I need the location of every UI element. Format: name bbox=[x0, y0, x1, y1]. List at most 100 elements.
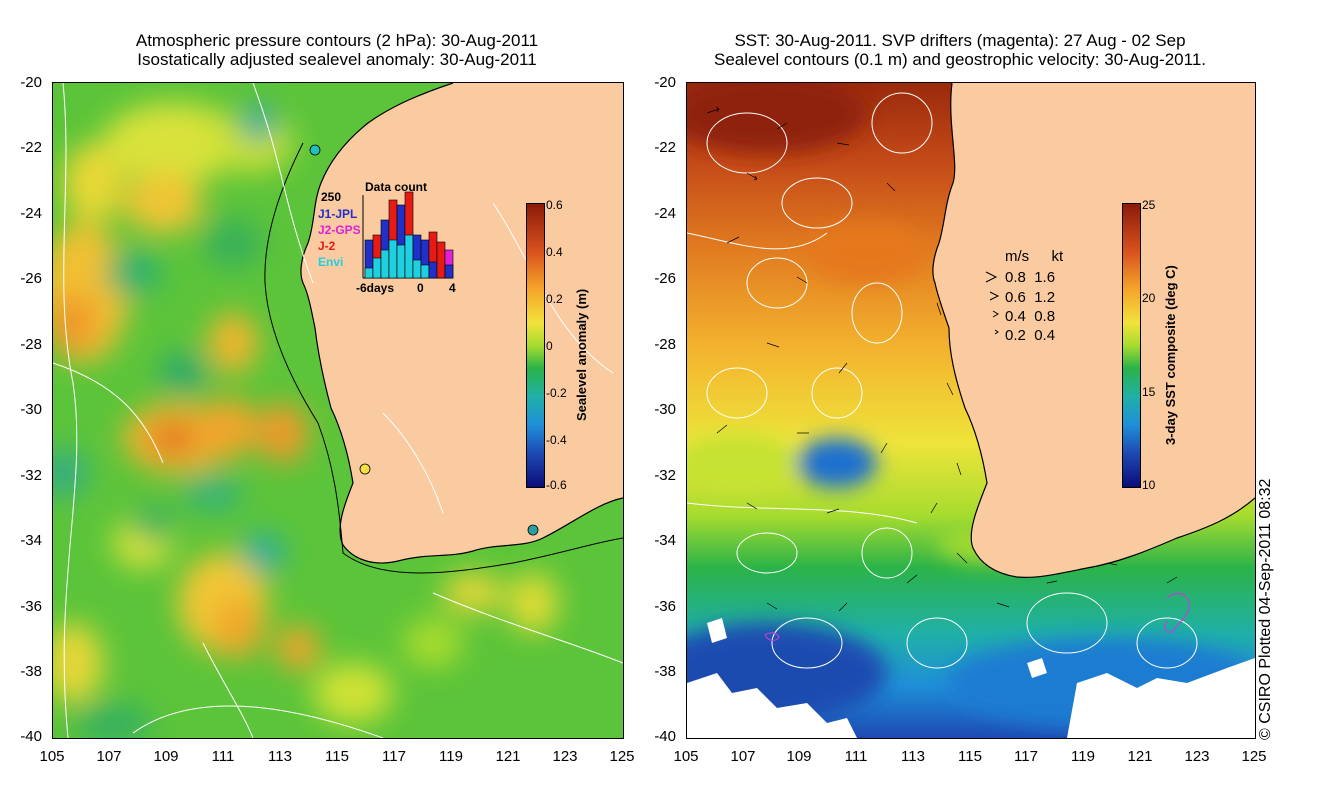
x-tick: 109 bbox=[153, 748, 179, 765]
y-tick: -20 bbox=[654, 74, 676, 91]
y-tick: -26 bbox=[654, 270, 676, 287]
inset-title: Data count bbox=[365, 180, 428, 194]
inset-series-2: J-2 bbox=[318, 239, 336, 253]
sst-cb-tick: 20 bbox=[1142, 291, 1156, 305]
velocity-legend-header: m/s kt bbox=[1005, 248, 1063, 265]
y-tick: -28 bbox=[20, 336, 42, 353]
velocity-row: 0.6 1.2 bbox=[1005, 289, 1055, 306]
y-tick: -38 bbox=[20, 663, 42, 680]
velocity-row-kt: 0.8 bbox=[1034, 308, 1056, 325]
y-tick: -34 bbox=[654, 532, 676, 549]
y-tick: -30 bbox=[20, 401, 42, 418]
y-tick: -20 bbox=[20, 74, 42, 91]
velocity-row-kt: 0.4 bbox=[1034, 327, 1056, 344]
inset-series-1: J2-GPS bbox=[318, 223, 361, 237]
sst-cb-tick: 25 bbox=[1142, 198, 1156, 212]
cloud-patches bbox=[687, 618, 1255, 738]
x-tick: 107 bbox=[96, 748, 122, 765]
y-tick: -34 bbox=[20, 532, 42, 549]
sealevel-colorbar bbox=[526, 203, 545, 488]
velocity-legend-ms: m/s bbox=[1005, 248, 1030, 265]
velocity-legend-kt: kt bbox=[1051, 248, 1064, 265]
sealevel-cb-tick: 0.2 bbox=[546, 292, 563, 306]
x-tick: 115 bbox=[325, 748, 349, 765]
x-tick: 105 bbox=[673, 748, 699, 765]
y-tick: -32 bbox=[654, 467, 676, 484]
sealevel-cb-tick: -0.6 bbox=[546, 478, 567, 492]
x-tick: 107 bbox=[730, 748, 756, 765]
left-title-line1: Atmospheric pressure contours (2 hPa): 3… bbox=[135, 31, 539, 50]
sst-cb-label: 3-day SST composite (deg C) bbox=[1163, 265, 1178, 445]
sealevel-cb-tick: -0.4 bbox=[546, 433, 567, 447]
sst-map-svg bbox=[687, 83, 1255, 738]
x-tick: 113 bbox=[901, 748, 925, 765]
x-tick: 111 bbox=[844, 748, 868, 765]
x-tick: 123 bbox=[1184, 748, 1210, 765]
x-tick: 121 bbox=[1127, 748, 1153, 765]
y-tick: -40 bbox=[654, 728, 676, 745]
x-tick: 115 bbox=[958, 748, 982, 765]
y-tick: -26 bbox=[20, 270, 42, 287]
x-tick: 125 bbox=[609, 748, 635, 765]
velocity-row: 0.2 0.4 bbox=[1005, 327, 1055, 344]
sealevel-cb-tick: 0 bbox=[546, 339, 553, 353]
x-tick: 121 bbox=[495, 748, 521, 765]
right-title-line1: SST: 30-Aug-2011. SVP drifters (magenta)… bbox=[734, 31, 1186, 50]
inset-bars bbox=[362, 191, 454, 279]
x-tick: 113 bbox=[268, 748, 292, 765]
x-tick: 109 bbox=[786, 748, 812, 765]
sealevel-cb-tick: -0.2 bbox=[546, 386, 567, 400]
velocity-row: 0.8 1.6 bbox=[1005, 269, 1055, 286]
sealevel-cb-tick: 0.6 bbox=[546, 198, 563, 212]
data-count-inset: Data count 250 J1-JPL J2-GPS J-2 Envi - bbox=[318, 180, 478, 300]
x-tick: 117 bbox=[1014, 748, 1038, 765]
velocity-row-kt: 1.2 bbox=[1034, 289, 1056, 306]
sst-cb-tick: 15 bbox=[1142, 385, 1156, 399]
velocity-row-ms: 0.6 bbox=[1005, 289, 1026, 306]
y-tick: -40 bbox=[20, 728, 42, 745]
velocity-row: 0.4 0.8 bbox=[1005, 308, 1055, 325]
velocity-row-ms: 0.8 bbox=[1005, 269, 1026, 286]
y-tick: -28 bbox=[654, 336, 676, 353]
x-tick: 119 bbox=[439, 748, 463, 765]
y-tick: -22 bbox=[20, 139, 42, 156]
inset-ymax: 250 bbox=[321, 190, 342, 204]
left-title: Atmospheric pressure contours (2 hPa): 3… bbox=[52, 31, 622, 69]
right-title: SST: 30-Aug-2011. SVP drifters (magenta)… bbox=[640, 31, 1280, 69]
y-tick: -30 bbox=[654, 401, 676, 418]
inset-series-0: J1-JPL bbox=[318, 207, 358, 221]
left-map: Data count 250 J1-JPL J2-GPS J-2 Envi - bbox=[52, 82, 624, 739]
x-tick: 125 bbox=[1241, 748, 1267, 765]
australia-land bbox=[932, 83, 1255, 578]
y-tick: -24 bbox=[654, 205, 676, 222]
y-tick: -24 bbox=[20, 205, 42, 222]
copyright-label: © CSIRO Plotted 04-Sep-2011 08:32 bbox=[1257, 478, 1274, 740]
x-tick: 119 bbox=[1071, 748, 1095, 765]
y-tick: -36 bbox=[654, 598, 676, 615]
velocity-legend-arrows bbox=[985, 271, 1000, 335]
sst-cb-tick: 10 bbox=[1142, 478, 1156, 492]
y-tick: -38 bbox=[654, 663, 676, 680]
velocity-row-ms: 0.2 bbox=[1005, 327, 1026, 344]
y-tick: -32 bbox=[20, 467, 42, 484]
velocity-row-ms: 0.4 bbox=[1005, 308, 1026, 325]
inset-series-3: Envi bbox=[318, 255, 344, 269]
x-tick: 123 bbox=[552, 748, 578, 765]
x-tick: 111 bbox=[211, 748, 235, 765]
x-tick: 105 bbox=[39, 748, 65, 765]
inset-xlabel-2: 4 bbox=[449, 281, 456, 295]
y-tick: -22 bbox=[654, 139, 676, 156]
velocity-arrows bbox=[706, 106, 1178, 612]
sealevel-cb-tick: 0.4 bbox=[546, 245, 563, 259]
pressure-contours bbox=[53, 83, 623, 738]
right-title-line2: Sealevel contours (0.1 m) and geostrophi… bbox=[713, 50, 1206, 69]
x-tick: 117 bbox=[382, 748, 406, 765]
velocity-legend: m/s kt 0.8 1.6 0.6 1.2 0.4 0.8 0.2 0.4 bbox=[982, 248, 1132, 348]
sealevel-cb-label: Sealevel anomaly (m) bbox=[574, 288, 589, 421]
sst-colorbar bbox=[1122, 203, 1141, 488]
velocity-row-kt: 1.6 bbox=[1034, 269, 1056, 286]
inset-xlabel-0: -6days bbox=[356, 281, 395, 295]
right-map: m/s kt 0.8 1.6 0.6 1.2 0.4 0.8 0.2 0.4 2… bbox=[686, 82, 1256, 739]
y-tick: -36 bbox=[20, 598, 42, 615]
inset-xlabel-1: 0 bbox=[417, 281, 424, 295]
